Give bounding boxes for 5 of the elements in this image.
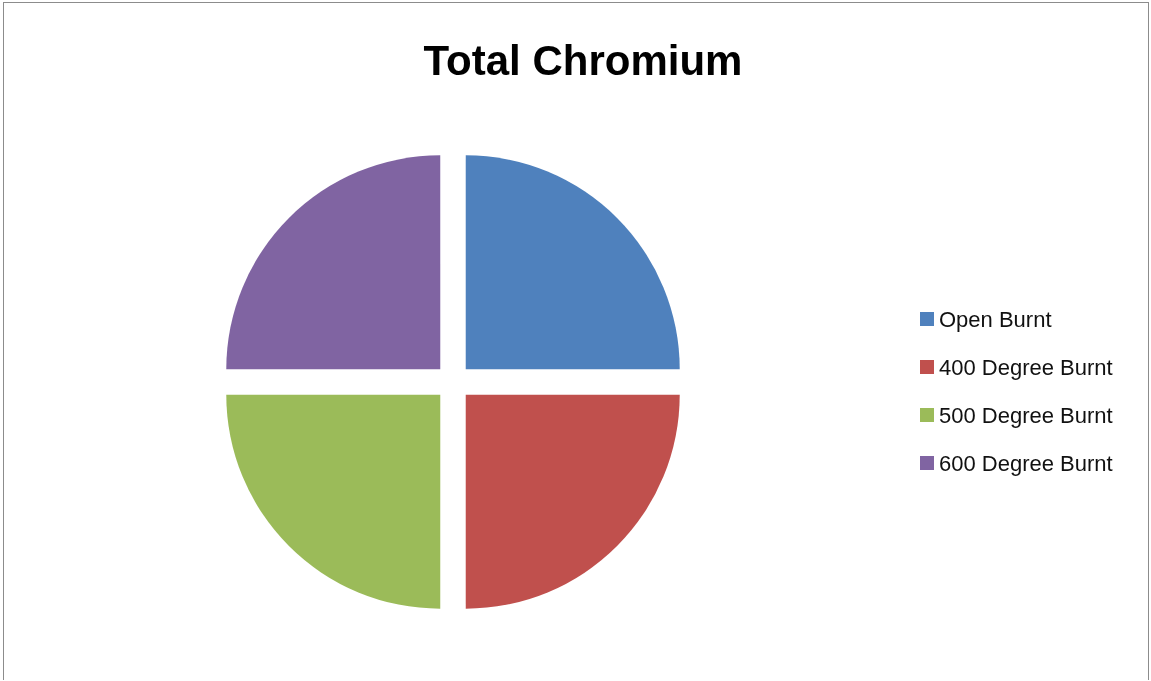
legend-label: 500 Degree Burnt: [939, 402, 1113, 428]
legend-label: Open Burnt: [939, 306, 1052, 332]
legend-label: 600 Degree Burnt: [939, 450, 1113, 476]
legend-label: 400 Degree Burnt: [939, 354, 1113, 380]
chart-title: Total Chromium: [423, 36, 743, 84]
